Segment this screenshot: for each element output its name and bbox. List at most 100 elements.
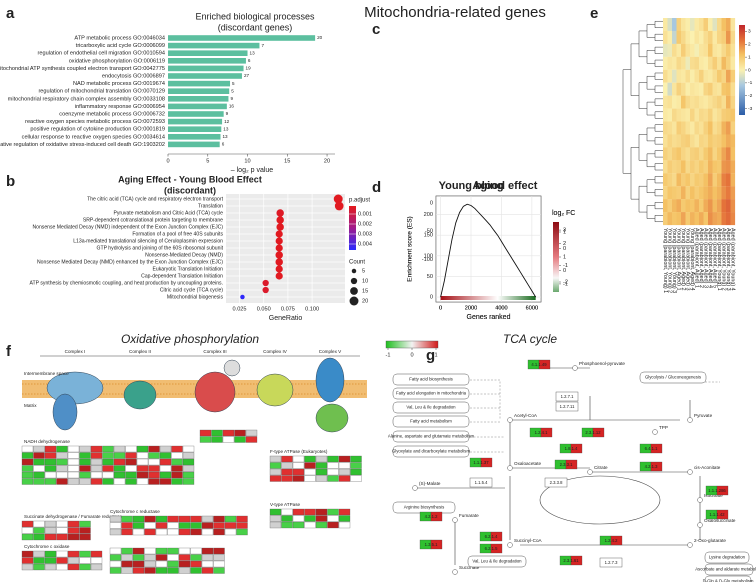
heatmap-cell — [681, 69, 686, 83]
legend-label: 20 — [362, 298, 368, 304]
diagram-label: Intermembrane space — [24, 371, 69, 376]
gene-box — [171, 458, 183, 466]
gene-box — [44, 452, 57, 459]
dendrogram — [654, 46, 663, 54]
gene-box — [90, 471, 103, 479]
enzyme-box — [592, 427, 605, 438]
x-axis-label: GeneRatio — [269, 315, 303, 322]
pathway-title: TCA cycle — [503, 332, 558, 346]
heatmap-cell — [726, 173, 731, 187]
compound — [687, 417, 693, 423]
gene-box — [224, 522, 237, 529]
heatmap-cell — [690, 69, 695, 83]
gene-box — [121, 567, 133, 574]
x-axis-label: – log₂ p value — [231, 167, 274, 174]
diagram-label: Cytochrome c reductase — [110, 509, 160, 514]
heatmap-cell — [721, 147, 727, 161]
legend-bar — [385, 340, 439, 349]
gene-box — [304, 515, 316, 522]
heatmap-cell — [708, 56, 713, 70]
colorbar-label: 1 — [748, 54, 751, 60]
y-tick-label: mitochondrial ATP synthesis coupled elec… — [0, 66, 165, 72]
panel-label: g — [426, 347, 435, 364]
gene-box — [33, 478, 45, 485]
heatmap-cell — [667, 43, 673, 57]
heatmap-cell — [721, 69, 727, 83]
map-label: Ascorbate and aldarate metabolism — [695, 567, 756, 572]
gene-box — [113, 445, 126, 453]
heatmap-cell — [726, 30, 731, 44]
enzyme-label: 1.2.7.3 — [605, 560, 618, 565]
heatmap-cell — [667, 30, 673, 44]
colorbar-label: -1 — [563, 281, 568, 287]
column-label: Young (parabiont, Aged) 1 — [675, 228, 681, 290]
gene-box — [269, 455, 282, 463]
enzyme-label: 4.2.1.3 — [645, 464, 658, 469]
heatmap-cell — [690, 134, 695, 148]
heatmap-cell — [703, 212, 709, 226]
gene-box — [44, 465, 57, 472]
y-tick-label: NAD metabolic process GO:0019674 — [73, 81, 165, 87]
heatmap-cell — [730, 30, 736, 44]
heatmap-cell — [721, 186, 727, 200]
gene-box — [90, 452, 103, 459]
diagram-label: Complex IV — [263, 349, 288, 354]
dot — [240, 294, 245, 300]
gene-box — [132, 567, 145, 574]
gene-box — [102, 471, 114, 479]
x-tick-label: 4000 — [495, 305, 507, 311]
gene-box — [178, 547, 191, 555]
gene-box — [211, 429, 223, 437]
dot — [276, 216, 284, 224]
heatmap-cell — [667, 212, 673, 226]
heatmap-cell — [703, 199, 709, 213]
heatmap-cell — [681, 18, 686, 32]
heatmap-cell — [717, 43, 722, 57]
gene-box — [182, 465, 195, 472]
heatmap-cell — [717, 186, 722, 200]
gene-box — [44, 550, 57, 558]
x-tick-label: 0.025 — [233, 306, 247, 312]
gene-box — [201, 560, 214, 568]
heatmap-cell — [676, 30, 682, 44]
gene-box — [79, 465, 91, 472]
gene-box — [21, 465, 34, 472]
column-label: Young (parabiont, Aged) 3 — [684, 228, 690, 290]
heatmap-cell — [717, 212, 722, 226]
dot — [275, 237, 283, 245]
gene-box — [315, 521, 328, 529]
heatmap-cell — [681, 30, 686, 44]
heatmap-cell — [699, 134, 704, 148]
gene-box — [21, 527, 34, 534]
gene-box — [155, 554, 168, 561]
gene-box — [136, 471, 149, 479]
gene-box — [21, 520, 34, 528]
heatmap-cell — [708, 82, 713, 96]
diagram-label: Matrix — [24, 403, 37, 408]
gene-box — [33, 452, 45, 459]
bar — [168, 96, 229, 102]
gene-box — [155, 560, 168, 568]
heatmap-cell — [730, 95, 736, 109]
heatmap-cell — [676, 199, 682, 213]
heatmap-cell — [694, 173, 700, 187]
gene-box — [159, 478, 172, 485]
gene-box — [281, 515, 293, 522]
x-tick-label: 2000 — [465, 305, 477, 311]
heatmap-cell — [694, 95, 700, 109]
column-label: Aged (parabiont, Young) 3 — [725, 228, 731, 291]
heatmap-cell — [676, 186, 682, 200]
y-tick-label: coenzyme metabolic process GO:0006732 — [59, 111, 165, 117]
map-box — [392, 415, 470, 428]
gene-box — [190, 528, 202, 536]
heatmap-cell — [663, 30, 668, 44]
heatmap-cell — [685, 69, 691, 83]
legend-label: 15 — [362, 288, 368, 294]
enzyme-label: 6.2.1.5 — [485, 546, 498, 551]
heatmap-cell — [663, 82, 668, 96]
gene-box — [213, 554, 225, 561]
heatmap-cell — [667, 108, 673, 122]
heatmap-cell — [721, 30, 727, 44]
diagram-label: Cytochrome c oxidase — [24, 544, 70, 549]
heatmap-cell — [721, 121, 727, 135]
